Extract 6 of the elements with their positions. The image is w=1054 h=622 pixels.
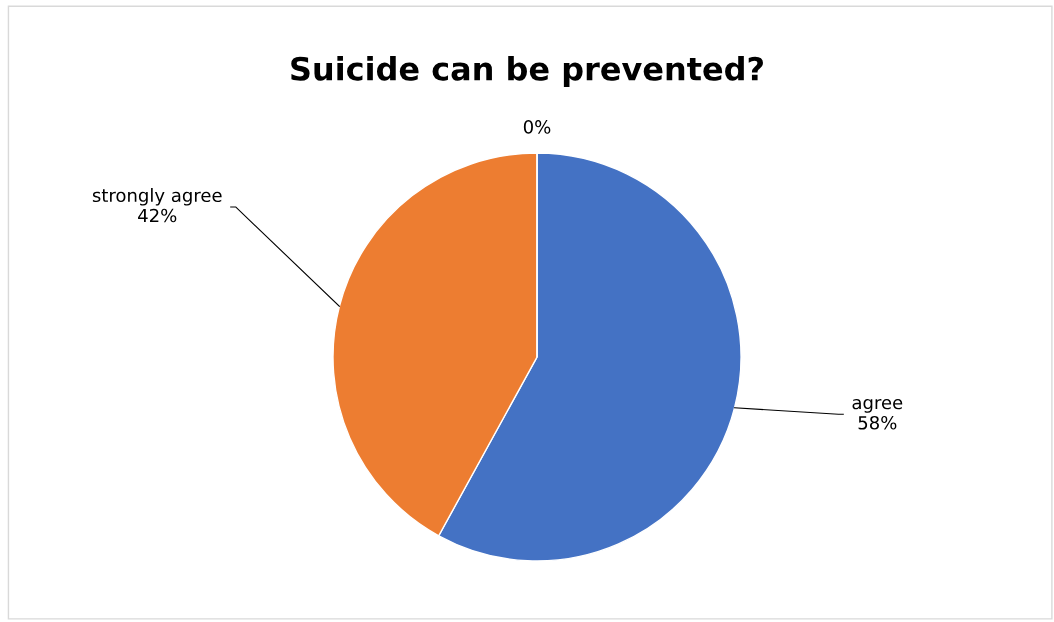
chart-title: Suicide can be prevented? — [291, 56, 763, 87]
data-label: 58% — [858, 415, 897, 430]
text: 0% — [523, 120, 551, 134]
data-label: 42% — [138, 208, 177, 223]
slice-label: agree — [852, 398, 903, 413]
slice-label: strongly agree — [92, 188, 222, 206]
